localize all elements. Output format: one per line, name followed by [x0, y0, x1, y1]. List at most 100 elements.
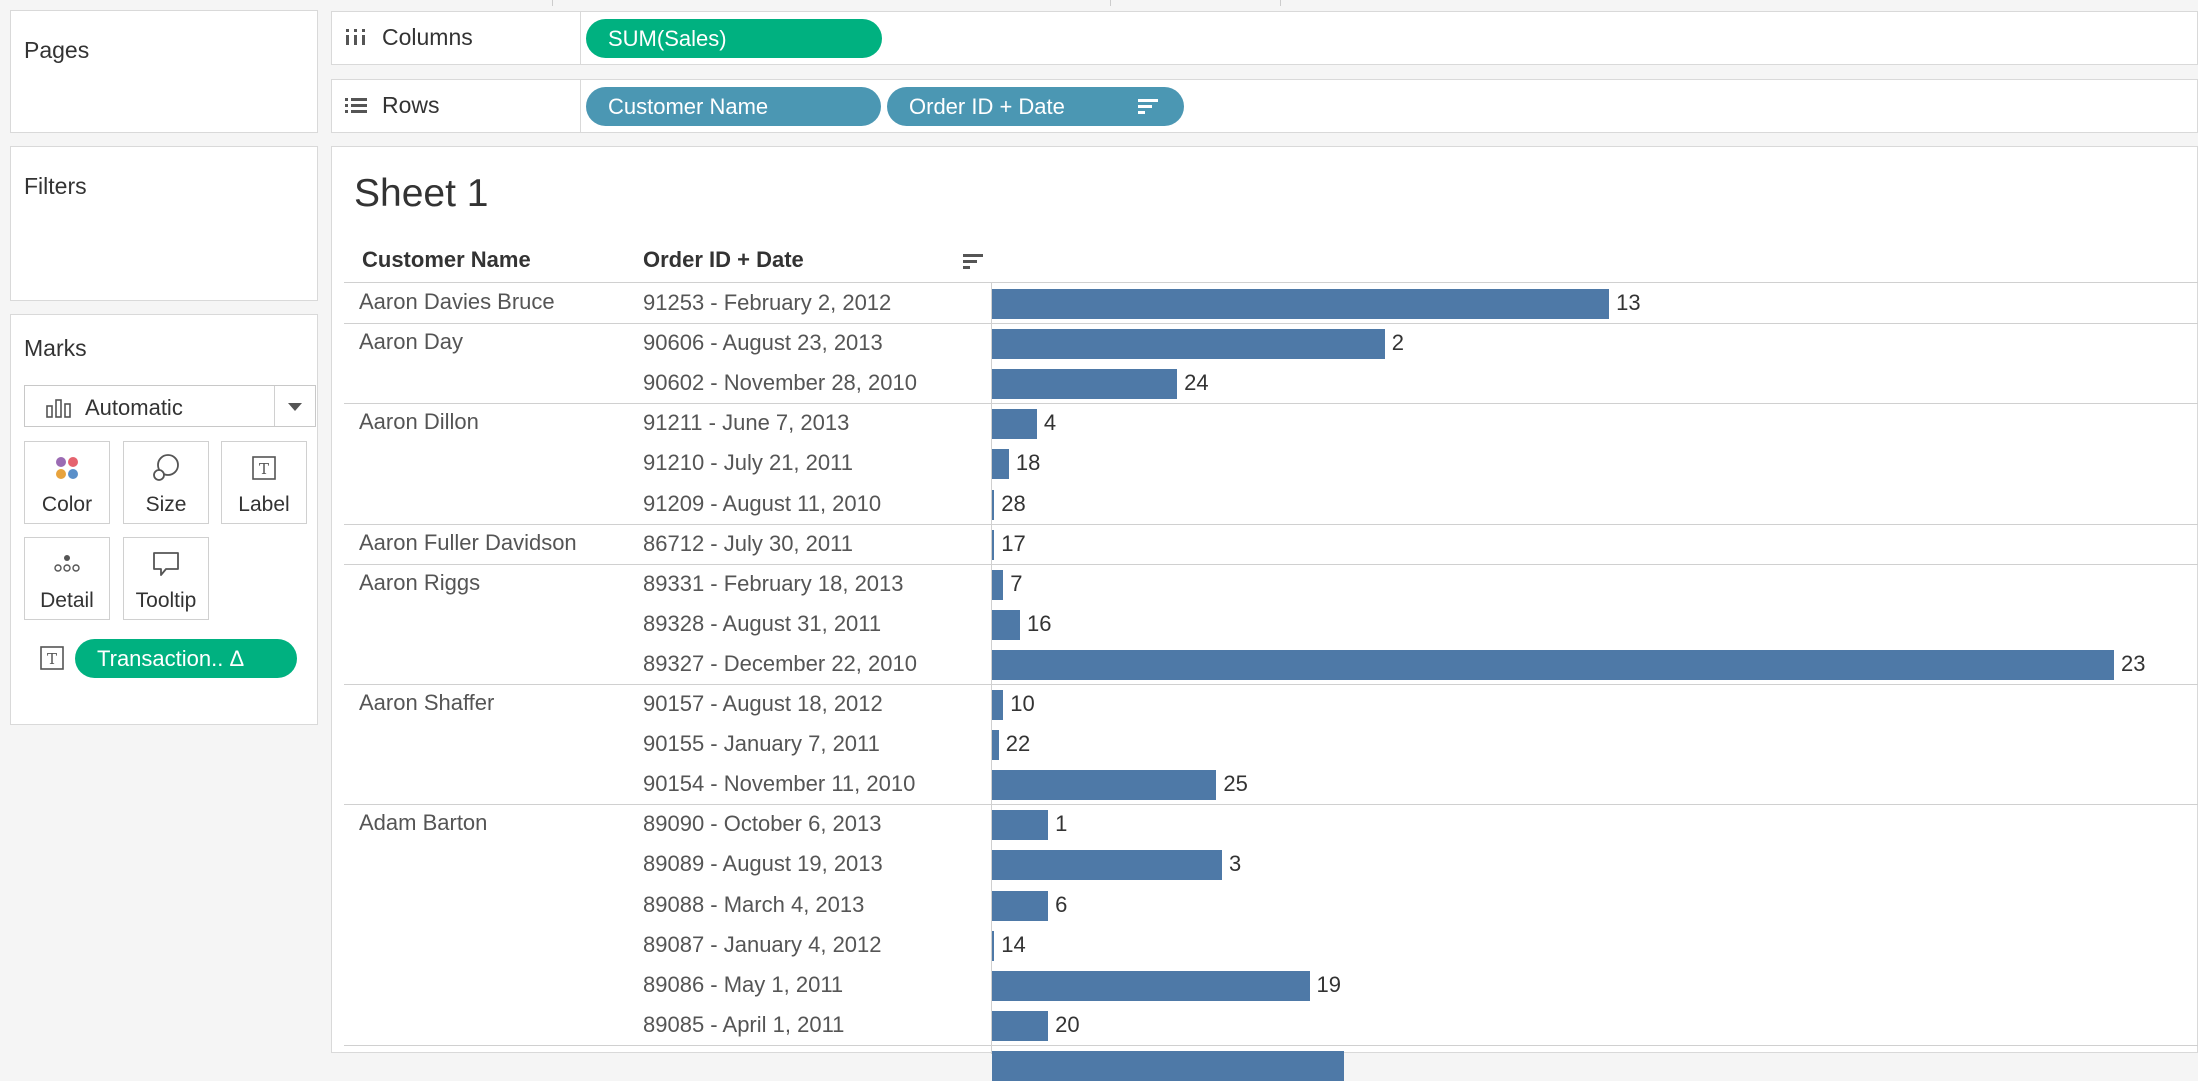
order-id-date-pill-label: Order ID + Date	[909, 94, 1065, 119]
bar-mark[interactable]	[992, 409, 1037, 440]
bar-value-label: 24	[1184, 370, 1209, 396]
sort-icon[interactable]	[962, 253, 984, 271]
header-order-id-date[interactable]: Order ID + Date	[643, 247, 804, 272]
bar-value-label: 16	[1027, 610, 1052, 636]
size-button-label: Size	[145, 493, 187, 516]
bar-mark[interactable]	[992, 850, 1222, 881]
customer-name-cell[interactable]: Aaron Davies Bruce	[359, 289, 555, 314]
bar-mark[interactable]	[992, 569, 1004, 600]
bar-value-label: 10	[1010, 691, 1035, 716]
sort-icon[interactable]	[1137, 98, 1159, 116]
customer-name-cell[interactable]: Aaron Dillon	[359, 409, 479, 435]
bar-mark[interactable]	[992, 649, 2114, 680]
customer-name-cell[interactable]: Aaron Day	[359, 329, 463, 355]
order-id-date-cell[interactable]: 86712 - July 30, 2011	[643, 530, 853, 556]
bar-value-label: 28	[1001, 490, 1026, 516]
bar-value-label: 22	[1005, 731, 1031, 757]
transaction-pill[interactable]: Transaction.. Δ	[75, 639, 297, 678]
customer-name-cell[interactable]: Aaron Fuller Davidson	[359, 529, 577, 555]
order-id-date-cell[interactable]: 90606 - August 23, 2013	[643, 330, 883, 356]
order-id-date-cell[interactable]: 89089 - August 19, 2013	[643, 851, 883, 877]
customer-name-cell[interactable]: Aaron Riggs	[359, 569, 481, 595]
label-text-icon: T	[252, 456, 276, 480]
group-separator	[344, 1044, 2198, 1046]
bar-value-label: 19	[1316, 971, 1341, 997]
order-id-date-cell[interactable]: 91209 - August 11, 2010	[643, 490, 882, 516]
customer-name-cell[interactable]: Adam Barton	[359, 810, 488, 836]
bar-value-label: 20	[1055, 1011, 1080, 1037]
size-button[interactable]: Size	[123, 441, 209, 524]
customer-name-cell[interactable]: Aaron Shaffer	[359, 690, 495, 715]
order-id-date-cell[interactable]: 89086 - May 1, 2011	[643, 971, 844, 997]
order-id-date-cell[interactable]: 89090 - October 6, 2013	[643, 811, 882, 837]
filters-panel[interactable]: Filters	[10, 146, 318, 301]
order-id-date-cell[interactable]: 91253 - February 2, 2012	[643, 290, 892, 315]
bar-mark[interactable]	[992, 890, 1049, 921]
bar-value-label: 13	[1616, 290, 1641, 315]
view-canvas: Sheet 1 Customer Name Order ID + Date Aa…	[331, 146, 2198, 1081]
tooltip-button[interactable]: Tooltip	[123, 537, 209, 620]
columns-label: Columns	[382, 24, 473, 50]
bar-mark[interactable]	[992, 529, 995, 560]
bar-mark[interactable]	[992, 1050, 1344, 1081]
filters-title: Filters	[24, 173, 87, 199]
tooltip-button-label: Tooltip	[135, 589, 197, 612]
pages-title: Pages	[24, 37, 90, 63]
axis-line	[991, 282, 992, 1054]
order-id-date-cell[interactable]: 89085 - April 1, 2011	[643, 1011, 845, 1037]
order-id-date-cell[interactable]: 90602 - November 28, 2010	[643, 370, 917, 396]
detail-button-label: Detail	[40, 589, 94, 612]
bar-mark[interactable]	[992, 289, 1610, 319]
detail-button[interactable]: Detail	[24, 537, 110, 620]
order-id-date-cell[interactable]: 89088 - March 4, 2013	[643, 891, 865, 917]
pages-panel[interactable]: Pages	[10, 10, 318, 133]
svg-text:T: T	[47, 650, 57, 668]
order-id-date-cell[interactable]: 89331 - February 18, 2013	[643, 570, 904, 596]
label-button[interactable]: T Label	[221, 441, 307, 524]
group-separator	[344, 684, 2198, 685]
group-separator	[344, 523, 2198, 525]
bar-value-label: 17	[1001, 530, 1026, 556]
sum-sales-pill[interactable]: SUM(Sales)	[586, 19, 882, 58]
order-id-date-cell[interactable]: 90157 - August 18, 2012	[643, 691, 883, 716]
rows-shelf[interactable]: Rows Customer Name Order ID + Date	[331, 79, 2198, 133]
color-button[interactable]: Color	[24, 441, 110, 524]
group-separator	[344, 563, 2198, 565]
bar-mark-icon	[46, 399, 71, 418]
mark-type-dropdown[interactable]: Automatic	[24, 385, 316, 427]
bar-mark[interactable]	[992, 930, 995, 961]
customer-name-pill[interactable]: Customer Name	[586, 87, 881, 126]
bar-mark[interactable]	[992, 609, 1021, 640]
sheet-title: Sheet 1	[354, 172, 489, 215]
order-id-date-cell[interactable]: 91210 - July 21, 2011	[643, 450, 853, 476]
marks-title: Marks	[24, 335, 87, 361]
bar-value-label: 3	[1229, 851, 1242, 877]
header-customer-name[interactable]: Customer Name	[362, 247, 531, 272]
bar-value-label: 6	[1055, 891, 1068, 917]
bar-mark[interactable]	[992, 329, 1385, 360]
order-id-date-cell[interactable]: 89328 - August 31, 2011	[643, 610, 882, 636]
bar-mark[interactable]	[992, 770, 1217, 801]
order-id-date-cell[interactable]: 89087 - January 4, 2012	[643, 931, 882, 957]
rows-icon	[345, 98, 367, 113]
bar-mark[interactable]	[992, 810, 1049, 841]
group-separator	[344, 403, 2198, 405]
bar-mark[interactable]	[992, 449, 1009, 480]
bar-mark[interactable]	[992, 489, 995, 520]
bar-mark[interactable]	[992, 970, 1310, 1001]
detail-dots-icon	[54, 555, 80, 572]
bar-mark[interactable]	[992, 730, 999, 761]
bar-mark[interactable]	[992, 369, 1178, 400]
order-id-date-cell[interactable]: 90154 - November 11, 2010	[643, 771, 916, 797]
bar-mark[interactable]	[992, 690, 1004, 720]
tooltip-bubble-icon	[153, 552, 179, 576]
chevron-down-icon[interactable]	[274, 386, 315, 426]
marks-card: Marks Automatic Color Size	[10, 314, 318, 725]
columns-shelf[interactable]: Columns SUM(Sales)	[331, 11, 2198, 65]
bar-mark[interactable]	[992, 1010, 1049, 1041]
order-id-date-cell[interactable]: 90155 - January 7, 2011	[643, 731, 880, 757]
order-id-date-cell[interactable]: 89327 - December 22, 2010	[643, 650, 917, 676]
order-id-date-cell[interactable]: 91211 - June 7, 2013	[643, 410, 850, 436]
bar-value-label: 14	[1001, 931, 1026, 957]
order-id-date-pill[interactable]: Order ID + Date	[887, 87, 1184, 126]
